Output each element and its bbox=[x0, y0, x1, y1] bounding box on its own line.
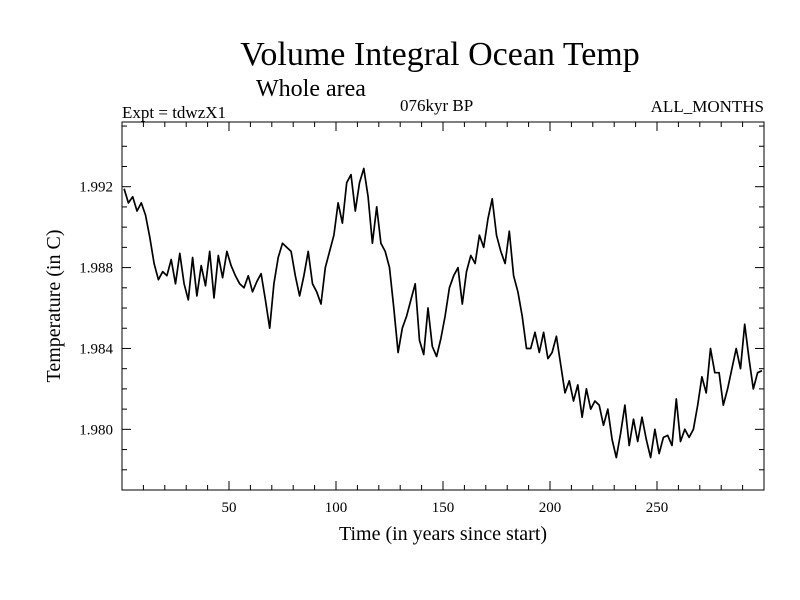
x-tick-label: 50 bbox=[222, 500, 237, 516]
y-tick-label: 1.988 bbox=[79, 261, 113, 277]
x-tick-label: 250 bbox=[646, 500, 669, 516]
tick-labels: 50 100 150 200 250 1.980 1.984 1.988 1.992 bbox=[79, 180, 668, 516]
months-label: ALL_MONTHS bbox=[650, 97, 764, 116]
experiment-label: Expt = tdwzX1 bbox=[122, 103, 227, 122]
chart-title: Volume Integral Ocean Temp bbox=[240, 36, 640, 73]
x-tick-label: 100 bbox=[325, 500, 348, 516]
period-label: 076kyr BP bbox=[400, 96, 474, 115]
y-tick-label: 1.984 bbox=[79, 341, 113, 357]
series-line bbox=[123, 167, 763, 459]
y-tick-label: 1.980 bbox=[79, 422, 113, 438]
chart-subtitle: Whole area bbox=[256, 76, 366, 102]
tick-marks bbox=[122, 122, 764, 491]
x-tick-label: 150 bbox=[432, 500, 455, 516]
y-axis-label: Temperature (in C) bbox=[43, 230, 65, 383]
x-axis-label: Time (in years since start) bbox=[339, 523, 547, 545]
y-tick-label: 1.992 bbox=[79, 180, 113, 196]
x-tick-label: 200 bbox=[539, 500, 562, 516]
